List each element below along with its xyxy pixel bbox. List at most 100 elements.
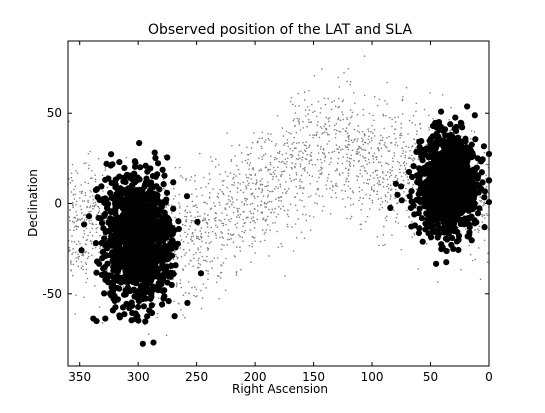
background-point xyxy=(270,133,272,135)
background-point xyxy=(238,173,241,175)
background-point xyxy=(291,143,293,145)
background-point xyxy=(177,256,179,259)
background-point xyxy=(328,140,330,143)
background-point xyxy=(323,131,326,133)
background-point xyxy=(239,250,242,252)
background-point xyxy=(97,157,100,160)
cluster-point-right xyxy=(416,144,423,151)
background-point xyxy=(175,255,178,258)
background-point xyxy=(255,179,258,181)
cluster-point-left xyxy=(85,213,93,220)
background-point xyxy=(321,133,323,135)
background-point xyxy=(84,262,87,264)
background-point xyxy=(313,74,316,77)
cluster-point-left xyxy=(158,281,165,288)
background-point xyxy=(200,237,203,239)
background-point xyxy=(379,203,382,206)
background-point xyxy=(265,220,267,222)
background-point xyxy=(278,160,280,163)
background-point xyxy=(293,118,296,120)
background-point xyxy=(480,199,482,202)
cluster-point-left xyxy=(127,212,134,219)
background-point xyxy=(69,182,72,184)
background-point xyxy=(227,238,229,241)
background-point xyxy=(199,251,201,254)
cluster-point-right xyxy=(450,245,457,253)
background-point xyxy=(353,159,355,162)
cluster-point-right xyxy=(447,131,455,139)
background-point xyxy=(342,156,344,158)
background-point xyxy=(338,86,341,88)
cluster-point-right xyxy=(432,164,439,171)
background-point xyxy=(382,244,384,247)
background-point xyxy=(181,176,184,179)
background-point xyxy=(450,129,452,131)
background-point xyxy=(411,158,413,160)
background-point xyxy=(392,180,394,183)
background-point xyxy=(413,232,415,235)
background-point xyxy=(250,174,252,176)
background-point xyxy=(404,154,407,157)
cluster-point-right xyxy=(436,211,443,218)
background-point xyxy=(442,94,444,96)
background-point xyxy=(324,123,326,125)
background-point xyxy=(344,145,347,147)
cluster-point-left xyxy=(197,270,205,277)
background-point xyxy=(373,135,376,137)
background-point xyxy=(90,210,92,213)
background-point xyxy=(366,163,368,166)
background-point xyxy=(352,165,355,167)
background-point xyxy=(252,182,254,185)
background-point xyxy=(179,247,182,249)
background-point xyxy=(394,144,396,146)
background-point xyxy=(425,144,428,146)
background-point xyxy=(234,155,236,157)
background-point xyxy=(214,219,217,222)
background-point xyxy=(347,196,349,199)
background-point xyxy=(337,157,340,160)
background-point xyxy=(286,223,289,226)
background-point xyxy=(235,271,238,273)
background-point xyxy=(189,259,192,262)
background-point xyxy=(305,144,307,147)
background-point xyxy=(413,138,415,141)
background-point xyxy=(403,164,406,167)
background-point xyxy=(230,217,232,220)
background-point xyxy=(405,194,408,197)
y-tick-label: 50 xyxy=(47,106,62,120)
background-point xyxy=(356,179,359,182)
background-point xyxy=(393,152,395,154)
background-point xyxy=(253,207,256,210)
background-point xyxy=(382,181,384,184)
cluster-point-right xyxy=(444,153,451,160)
background-point xyxy=(169,261,172,264)
background-point xyxy=(286,213,289,216)
background-point xyxy=(379,176,381,178)
background-point xyxy=(185,220,187,223)
background-point xyxy=(368,112,371,115)
background-point xyxy=(216,226,219,228)
cluster-point-left xyxy=(136,240,143,247)
background-point xyxy=(222,192,224,195)
background-point xyxy=(175,283,178,286)
background-point xyxy=(326,132,328,134)
background-point xyxy=(70,191,73,193)
background-point xyxy=(334,192,337,194)
background-point xyxy=(361,155,364,158)
background-point xyxy=(311,175,314,177)
background-point xyxy=(210,156,212,158)
background-point xyxy=(174,195,177,197)
background-point xyxy=(236,209,239,212)
background-point xyxy=(318,195,320,197)
cluster-point-right xyxy=(467,214,474,221)
background-point xyxy=(385,146,388,149)
background-point xyxy=(72,220,74,223)
background-point xyxy=(361,130,364,133)
background-point xyxy=(304,109,307,111)
background-point xyxy=(221,180,224,182)
background-point xyxy=(75,203,77,206)
background-point xyxy=(235,274,238,276)
background-point xyxy=(401,152,404,155)
background-point xyxy=(400,134,403,137)
background-point xyxy=(184,231,186,234)
